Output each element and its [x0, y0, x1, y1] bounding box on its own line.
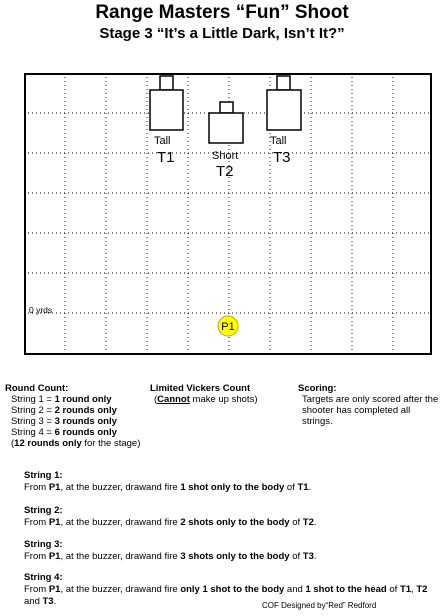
round-count-line: String 2 = 2 rounds only [11, 405, 117, 416]
vickers-note: (Cannot make up shots) [154, 394, 258, 405]
distance-label: 0 yrds [29, 305, 52, 315]
string-text-segment: of [289, 517, 303, 528]
target-t2: Short T2 [208, 101, 244, 180]
string-text-segment: From [24, 517, 49, 528]
string-3-label: String 3: [24, 539, 63, 550]
string-text-segment: and [284, 584, 306, 595]
string-text-segment: T3 [302, 551, 314, 562]
target-t3-id: T3 [273, 149, 291, 166]
round-count-total: (12 rounds only for the stage) [11, 438, 141, 449]
string-3-text: From P1, at the buzzer, drawand fire 3 s… [24, 551, 436, 563]
string-text-segment: . [313, 517, 317, 528]
string-text-segment: of [284, 482, 298, 493]
string-text-segment: T1 [297, 482, 309, 493]
round-count-line: String 4 = 6 rounds only [11, 427, 117, 438]
string-text-segment: From [24, 584, 49, 595]
string-2: String 2: From P1, at the buzzer, drawan… [24, 505, 436, 529]
string-text-segment: From [24, 551, 49, 562]
string-text-segment: 1 shot only to the body [180, 482, 285, 493]
round-count-line: String 3 = 3 rounds only [11, 416, 117, 427]
designer-credit: COF Designed by“Red” Redford [262, 601, 377, 610]
string-text-segment: P1 [48, 584, 61, 595]
target-t2-size: Short [212, 150, 238, 162]
target-t3-head [276, 75, 291, 91]
string-4-text: From P1, at the buzzer, drawand fire onl… [24, 584, 436, 608]
grid-lines [24, 73, 432, 355]
string-text-segment: P1 [48, 551, 61, 562]
string-text-segment: 1 shot to the head [305, 584, 387, 595]
target-t1-size: Tall [154, 135, 171, 147]
string-1-label: String 1: [24, 470, 63, 481]
scoring-section: Scoring: Targets are only scored after t… [298, 383, 440, 427]
string-text-segment: . [53, 596, 57, 607]
stage-diagram: Tall T1 Short T2 Tall T3 0 yrds P1 [24, 73, 432, 355]
target-t3: Tall T3 [266, 75, 302, 166]
target-t2-id: T2 [216, 163, 234, 180]
target-t3-size: Tall [270, 135, 287, 147]
string-2-label: String 2: [24, 505, 63, 516]
string-text-segment: , at the buzzer, drawand fire [60, 584, 181, 595]
string-4: String 4: From P1, at the buzzer, drawan… [24, 572, 436, 608]
string-4-label: String 4: [24, 572, 63, 583]
string-text-segment: , at the buzzer, drawand fire [60, 482, 181, 493]
string-1-text: From P1, at the buzzer, drawand fire 1 s… [24, 482, 436, 494]
string-text-segment: P1 [48, 482, 61, 493]
round-count-heading: Round Count: [5, 383, 69, 394]
string-1: String 1: From P1, at the buzzer, drawan… [24, 470, 436, 494]
string-text-segment: T2 [302, 517, 314, 528]
string-text-segment: . [308, 482, 312, 493]
string-text-segment: and [24, 596, 43, 607]
target-t2-head [219, 101, 234, 114]
string-text-segment: 2 shots only to the body [180, 517, 290, 528]
string-text-segment: of [386, 584, 400, 595]
target-t1-body [149, 89, 184, 131]
string-text-segment: From [24, 482, 49, 493]
target-t3-body [266, 89, 302, 131]
vickers-section: Limited Vickers Count (Cannot make up sh… [150, 383, 280, 405]
string-text-segment: T2 [416, 584, 428, 595]
string-text-segment: . [313, 551, 317, 562]
target-t1-id: T1 [157, 149, 175, 166]
string-text-segment: 3 shots only to the body [180, 551, 290, 562]
scoring-heading: Scoring: [298, 383, 337, 394]
shooter-position-p1: P1 [217, 315, 239, 337]
string-text-segment: T1 [399, 584, 412, 595]
target-t1: Tall T1 [149, 75, 184, 166]
string-text-segment: of [289, 551, 303, 562]
stage-title: Range Masters “Fun” Shoot [95, 2, 349, 23]
string-text-segment: T3 [42, 596, 54, 607]
string-text-segment: , at the buzzer, drawand fire [60, 551, 181, 562]
round-count-line: String 1 = 1 round only [11, 394, 112, 405]
shooter-position-marker [217, 315, 239, 337]
stage-border [24, 73, 432, 355]
string-3: String 3: From P1, at the buzzer, drawan… [24, 539, 436, 563]
string-text-segment: only 1 shot to the body [180, 584, 285, 595]
string-2-text: From P1, at the buzzer, drawand fire 2 s… [24, 517, 436, 529]
string-text-segment: P1 [48, 517, 61, 528]
string-text-segment: , [411, 584, 417, 595]
target-t2-body [208, 112, 244, 144]
string-text-segment: , at the buzzer, drawand fire [60, 517, 181, 528]
stage-subtitle: Stage 3 “It’s a Little Dark, Isn’t It?” [99, 25, 345, 42]
round-count-section: Round Count: String 1 = 1 round only Str… [5, 383, 170, 449]
shooter-position-label: P1 [221, 321, 234, 333]
scoring-text: Targets are only scored after the shoote… [302, 394, 439, 427]
vickers-heading: Limited Vickers Count [150, 383, 251, 394]
target-t1-head [159, 75, 174, 91]
